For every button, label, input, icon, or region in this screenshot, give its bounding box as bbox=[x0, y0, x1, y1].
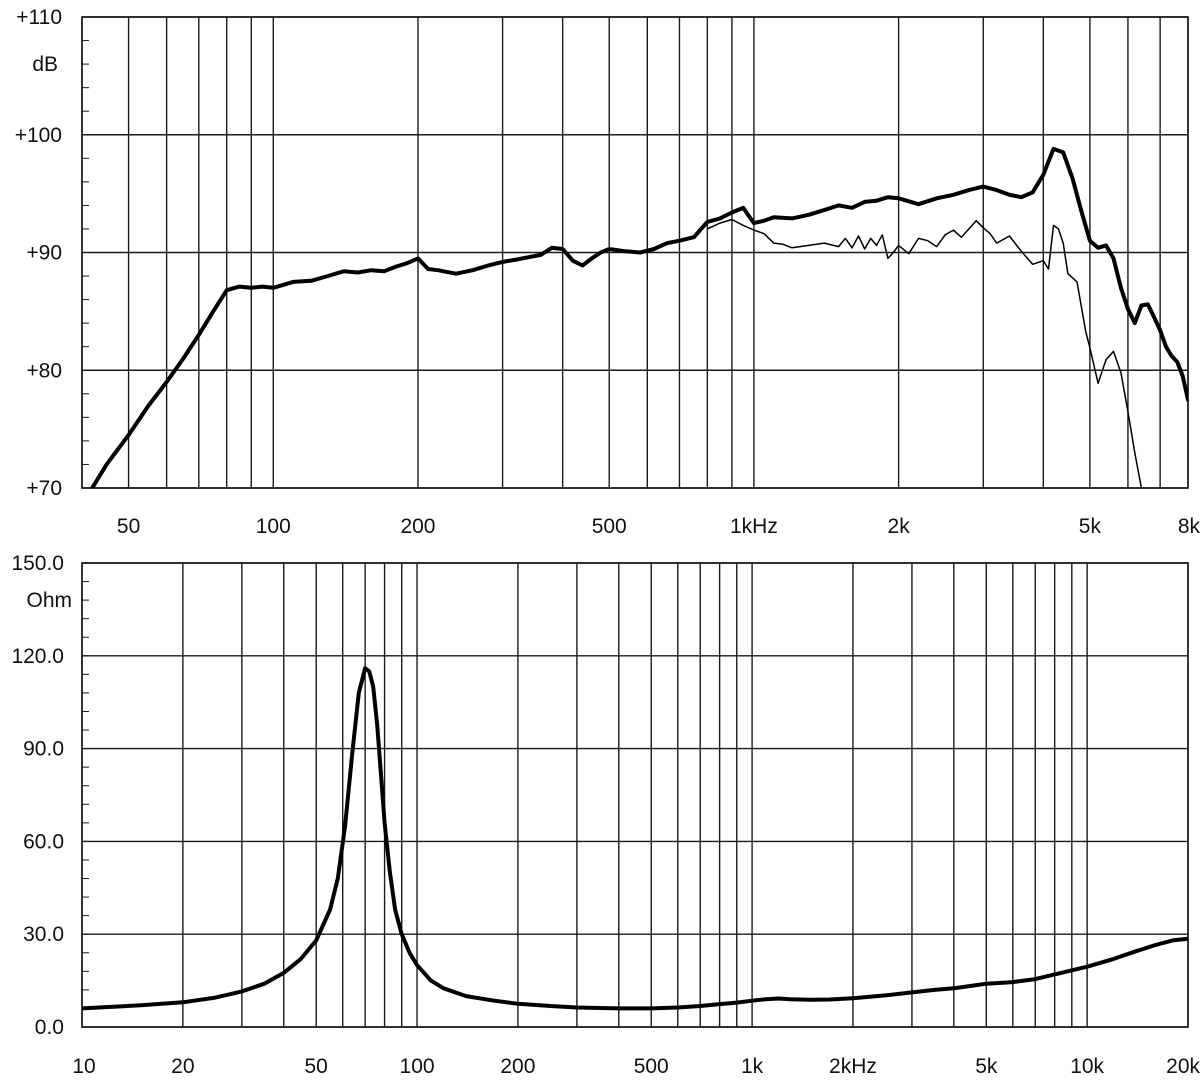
x-tick-label: 200 bbox=[500, 1055, 535, 1078]
impedance-thick-curve bbox=[82, 666, 1188, 1011]
x-tick-label: 10 bbox=[72, 1055, 95, 1078]
x-tick-label: 1k bbox=[741, 1055, 764, 1078]
y-tick-label: +100 bbox=[15, 124, 62, 147]
x-tick-label: 50 bbox=[305, 1055, 328, 1078]
x-tick-label: 5k bbox=[975, 1055, 998, 1078]
spl-thin-curve bbox=[706, 218, 1143, 488]
x-tick-label: 1kHz bbox=[730, 515, 778, 538]
x-tick-label: 500 bbox=[634, 1055, 669, 1078]
y-tick-label: 150.0 bbox=[11, 552, 64, 575]
x-tick-label: 500 bbox=[592, 515, 627, 538]
y-tick-label: +110 bbox=[16, 6, 62, 29]
x-tick-label: 200 bbox=[400, 515, 435, 538]
chart-panel-spl: +110 +100 +90 +80 +70 dB 50 100 200 500 1kHz 2k 5k 8k bbox=[15, 6, 1201, 538]
x-tick-label: 8k bbox=[1178, 515, 1201, 538]
y-tick-label: 0.0 bbox=[35, 1016, 64, 1039]
y-tick-label: +70 bbox=[26, 477, 62, 500]
y-axis-unit-label: dB bbox=[32, 53, 58, 76]
x-tick-label: 5k bbox=[1079, 515, 1102, 538]
spl-thick-curve bbox=[90, 146, 1188, 488]
y-tick-label: 90.0 bbox=[23, 738, 64, 761]
x-tick-label: 50 bbox=[117, 515, 140, 538]
plot-frame bbox=[81, 562, 1189, 1028]
x-tick-label: 2kHz bbox=[829, 1055, 877, 1078]
chart-panel-impedance: 150.0 120.0 90.0 60.0 30.0 0.0 Ohm 10 20 50 100 200… bbox=[11, 552, 1200, 1078]
x-tick-label: 20 bbox=[171, 1055, 194, 1078]
plot-frame bbox=[81, 16, 1189, 489]
y-tick-label: +90 bbox=[26, 242, 62, 265]
y-tick-label: 120.0 bbox=[11, 645, 64, 668]
y-axis-unit-label: Ohm bbox=[26, 589, 72, 612]
x-tick-label: 20k bbox=[1166, 1055, 1200, 1078]
x-tick-label: 100 bbox=[256, 515, 291, 538]
y-tick-label: +80 bbox=[26, 359, 62, 382]
x-tick-label: 2k bbox=[888, 515, 911, 538]
x-tick-label: 100 bbox=[400, 1055, 435, 1078]
x-tick-label: 10k bbox=[1070, 1055, 1104, 1078]
y-tick-label: 30.0 bbox=[23, 923, 64, 946]
y-tick-label: 60.0 bbox=[23, 830, 64, 853]
